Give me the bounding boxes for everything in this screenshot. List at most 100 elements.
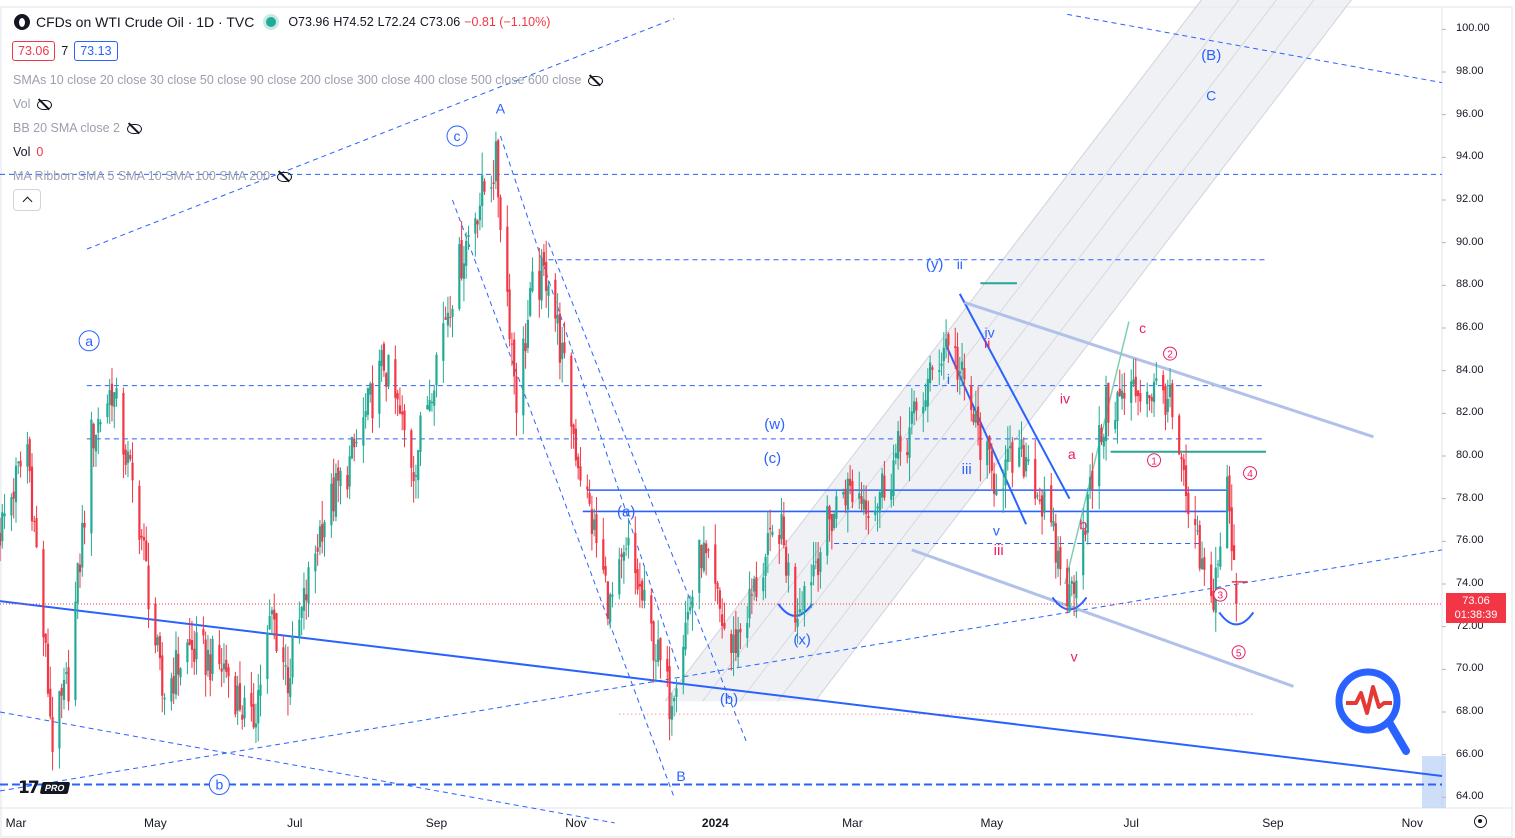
candle [689,595,692,615]
candle-body [988,436,991,450]
candle [654,643,657,683]
candle-body [378,360,381,414]
candle-body [666,658,669,672]
candle-body [369,383,372,395]
sell-button[interactable]: 73.06 [12,41,56,61]
eye-off-icon[interactable] [276,171,293,182]
candle-body [746,622,749,639]
candle [99,419,102,433]
candle-body [222,663,226,670]
chart-settings-icon[interactable] [1474,815,1487,828]
indicator-vol[interactable]: Vol 0 [13,145,43,159]
candle [353,433,356,462]
candle-body [862,499,865,510]
candle-body [177,653,180,675]
indicator-ma-ribbon[interactable]: MA Ribbon SMA 5 SMA 10 SMA 100 SMA 200 [13,169,293,183]
candle-body [906,451,909,456]
candle-body [17,461,20,464]
candle-body [1004,459,1007,486]
tradingview-logo[interactable]: 17 PRO [18,778,70,798]
candle [195,616,198,675]
wave-label-text: (w) [764,416,785,433]
wave-label-text: (B) [1201,47,1221,64]
candle-body [803,585,806,611]
candle-body [238,683,242,710]
candle-body [1072,582,1076,594]
candle-body [330,483,333,526]
price-tick-label: 90.00 [1456,235,1484,248]
candle-body [467,234,470,238]
candle-body [960,361,964,370]
candle [1118,369,1121,397]
candle-body [286,667,290,694]
wave-label-text: b [215,777,223,793]
candle [609,592,612,629]
candle-body [131,462,134,481]
candle [657,620,660,667]
candle-body [106,403,109,418]
candle-body [974,410,977,423]
symbol-legend[interactable]: CFDs on WTI Crude Oil · 1D · TVC O73.96 … [14,14,550,30]
eye-off-icon[interactable] [126,123,143,134]
candle [748,571,751,628]
candle [33,515,36,533]
candle-body [33,520,36,522]
candle [243,685,246,727]
candle-body [1203,557,1206,570]
candle [771,524,774,538]
indicator-smas[interactable]: SMAs 10 close 20 close 30 close 50 close… [13,73,604,87]
candle [796,598,799,644]
market-status-icon[interactable] [266,17,277,27]
trade-buttons: 73.06 7 73.13 [12,41,118,61]
wave-label-text: iii [994,542,1004,559]
candle [1102,433,1105,459]
candle-body [972,414,975,423]
channel-band [665,0,1352,702]
collapse-legend-button[interactable] [13,189,41,211]
wave-label: (w) [764,416,785,433]
candle-body [586,486,589,490]
candle [364,393,367,429]
candle [58,690,61,769]
candle-body [94,434,98,452]
candle [321,500,324,554]
candle [270,606,274,636]
buy-button[interactable]: 73.13 [74,41,118,61]
candle-body [876,506,879,509]
eye-off-icon[interactable] [36,99,53,110]
candle-body [122,392,125,455]
indicator-bb[interactable]: BB 20 SMA close 2 [13,121,143,135]
candle [334,463,338,522]
candle [282,635,285,680]
candle-body [810,582,813,586]
candle [618,547,621,600]
eye-off-icon[interactable] [587,75,604,86]
indicator-vol-hidden[interactable]: Vol [13,97,53,111]
candle-body [922,407,925,414]
candle [865,485,868,530]
candle [714,524,717,602]
candle-body [257,689,260,724]
candle [700,544,703,578]
candle-body [138,485,141,540]
tradingview-mark-icon: 17 [18,778,40,798]
candle-body [12,491,15,499]
candle-body [1008,446,1012,449]
candle-body [321,524,324,542]
candle [202,616,205,644]
candle [1139,379,1142,413]
candle [90,411,93,556]
candle [145,526,148,562]
candle-body [497,140,500,198]
candle-body [129,454,132,460]
candle-body [44,633,47,644]
wave-label-text: v [1071,649,1078,665]
candle-body [318,526,322,548]
candle [990,443,993,490]
symbol-title[interactable]: CFDs on WTI Crude Oil · 1D · TVC [36,14,255,30]
bar-countdown: 01:38:39 [1454,609,1498,621]
candle-body [163,697,166,700]
candle-body [362,417,365,446]
candle-body [636,569,639,590]
